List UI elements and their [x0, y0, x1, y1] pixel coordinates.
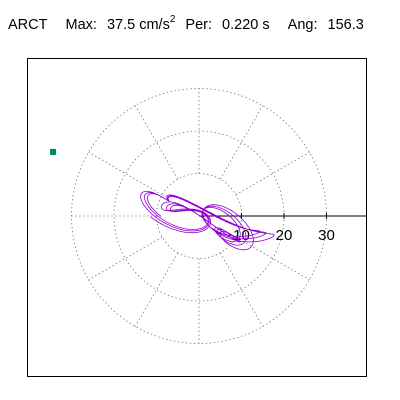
max-label: Max:	[65, 17, 97, 33]
plot-frame	[27, 58, 367, 377]
peak-marker	[50, 148, 57, 155]
radial-tick-label-20: 20	[276, 227, 293, 244]
header-bar: ARCT Max: 37.5 cm/s2 Per: 0.220 s Ang: 1…	[8, 14, 364, 33]
per-value: 0.220 s	[222, 17, 270, 33]
grid-spoke-240	[134, 252, 179, 327]
ang-label: Ang:	[287, 17, 318, 33]
grid-spoke-150	[88, 151, 163, 196]
radial-tick-label-30: 30	[318, 227, 335, 244]
marker-layer	[50, 148, 57, 155]
max-value: 37.5 cm/s	[106, 17, 170, 33]
per-label: Per:	[185, 17, 213, 33]
ang-value: 156.3	[327, 17, 364, 33]
grid-spoke-120	[134, 105, 179, 180]
grid-spoke-210	[88, 236, 163, 281]
station-name: ARCT	[8, 17, 48, 33]
trace-layer	[140, 191, 275, 251]
motion-trace	[140, 191, 275, 251]
max-exponent: 2	[169, 14, 176, 25]
